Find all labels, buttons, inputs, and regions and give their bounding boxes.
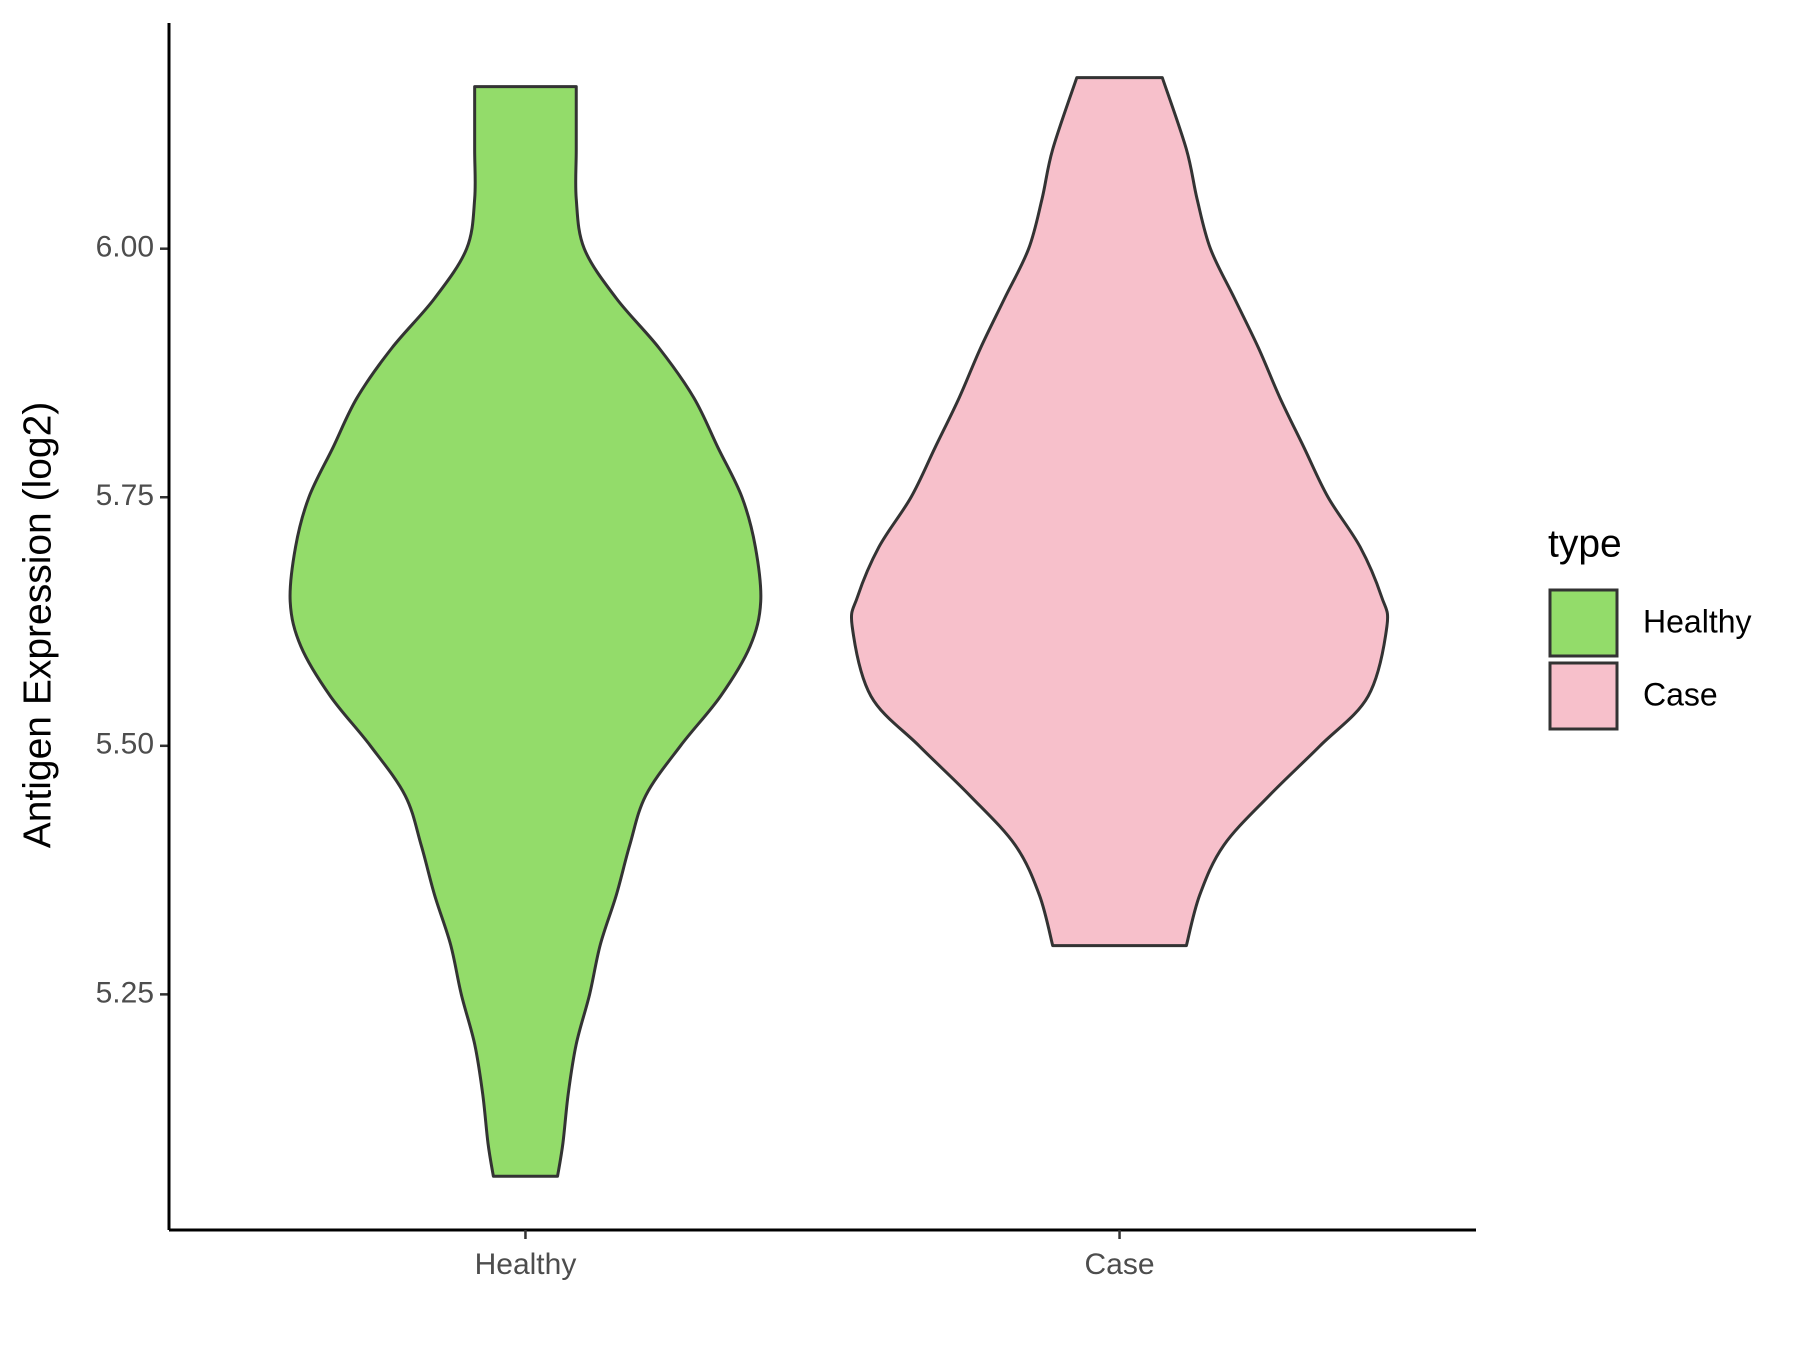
y-tick-label: 6.00	[96, 231, 154, 264]
violin	[288, 85, 763, 1178]
y-tick-label: 5.50	[96, 728, 154, 761]
legend-title: type	[1548, 522, 1622, 565]
legend-label: Case	[1643, 676, 1718, 712]
y-axis-title: Antigen Expression (log2)	[16, 402, 59, 849]
x-tick-label: Case	[1085, 1248, 1155, 1281]
x-tick-label: Healthy	[475, 1248, 577, 1281]
legend-label: Healthy	[1643, 603, 1752, 639]
violin	[849, 76, 1390, 948]
legend-key	[1548, 588, 1619, 658]
legend-key	[1548, 661, 1619, 731]
y-tick-label: 5.75	[96, 479, 154, 512]
y-tick-label: 5.25	[96, 976, 154, 1009]
